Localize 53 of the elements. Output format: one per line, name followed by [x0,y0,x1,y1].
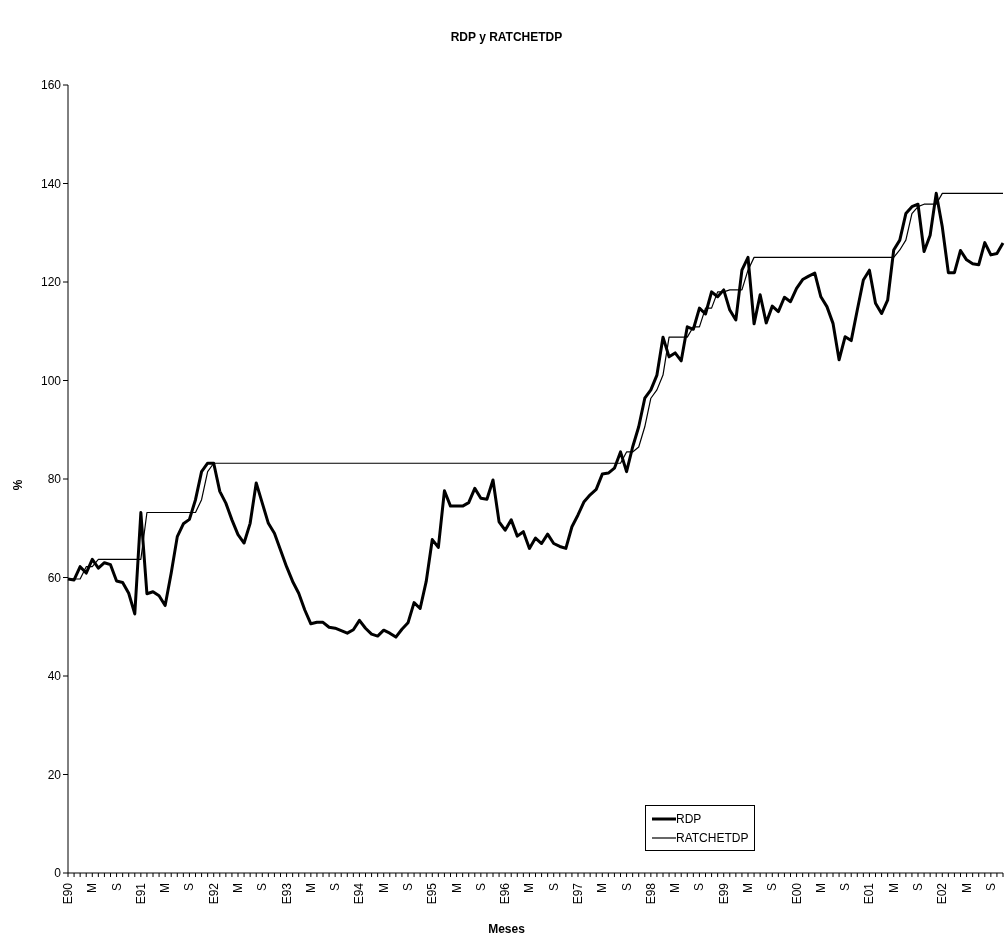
y-tick-label: 120 [40,275,62,290]
x-tick-label: M [813,883,828,893]
x-tick-label: M [158,883,173,893]
x-tick-label: E97 [571,882,585,905]
x-tick-label: E94 [352,882,367,905]
x-tick-label: S [765,883,780,892]
x-tick-label: E92 [206,882,221,905]
x-tick-label: E95 [425,882,440,905]
x-tick-label: M [886,883,901,893]
y-axis-title: % [11,478,25,493]
y-tick-label: 160 [40,78,62,93]
x-tick-label: E93 [279,882,294,905]
x-tick-label: M [522,883,537,893]
x-tick-label: M [303,883,318,893]
x-tick-label: S [401,883,415,892]
x-tick-label: S [911,883,925,892]
y-tick-label: 140 [40,176,62,191]
y-tick-label: 20 [47,767,62,782]
x-tick-label: S [328,883,343,892]
x-tick-label: S [109,883,124,892]
x-tick-label: S [182,883,197,892]
x-tick-label: E91 [133,882,148,905]
x-axis-title: Meses [487,922,526,936]
y-tick-label: 0 [54,866,62,881]
legend-label: RDP [676,811,702,826]
x-tick-label: S [473,883,488,892]
x-tick-label: S [255,883,270,892]
x-tick-label: M [741,883,755,893]
x-tick-label: M [449,883,464,893]
x-tick-label: M [595,883,610,893]
y-tick-label: 80 [47,472,62,487]
x-tick-label: S [838,883,853,892]
x-tick-label: M [376,883,391,893]
x-tick-label: S [692,883,707,892]
x-tick-label: S [983,883,998,892]
x-tick-label: E96 [498,882,513,905]
y-tick-label: 60 [47,570,62,585]
x-tick-label: E00 [789,882,804,905]
x-tick-label: M [85,883,100,893]
x-tick-label: E02 [935,882,950,905]
x-tick-label: M [668,883,683,893]
x-tick-label: E90 [61,882,75,905]
x-tick-label: E01 [862,882,877,905]
x-tick-label: S [619,883,634,892]
chart-title: RDP y RATCHETDP [449,30,564,44]
x-tick-label: M [959,883,974,893]
x-tick-label: S [546,883,561,892]
x-tick-label: E99 [716,882,731,905]
legend-label: RATCHETDP [676,830,749,845]
y-tick-label: 40 [47,669,62,684]
x-tick-label: E98 [643,882,658,905]
y-tick-label: 100 [40,373,62,388]
x-tick-label: M [231,883,245,893]
